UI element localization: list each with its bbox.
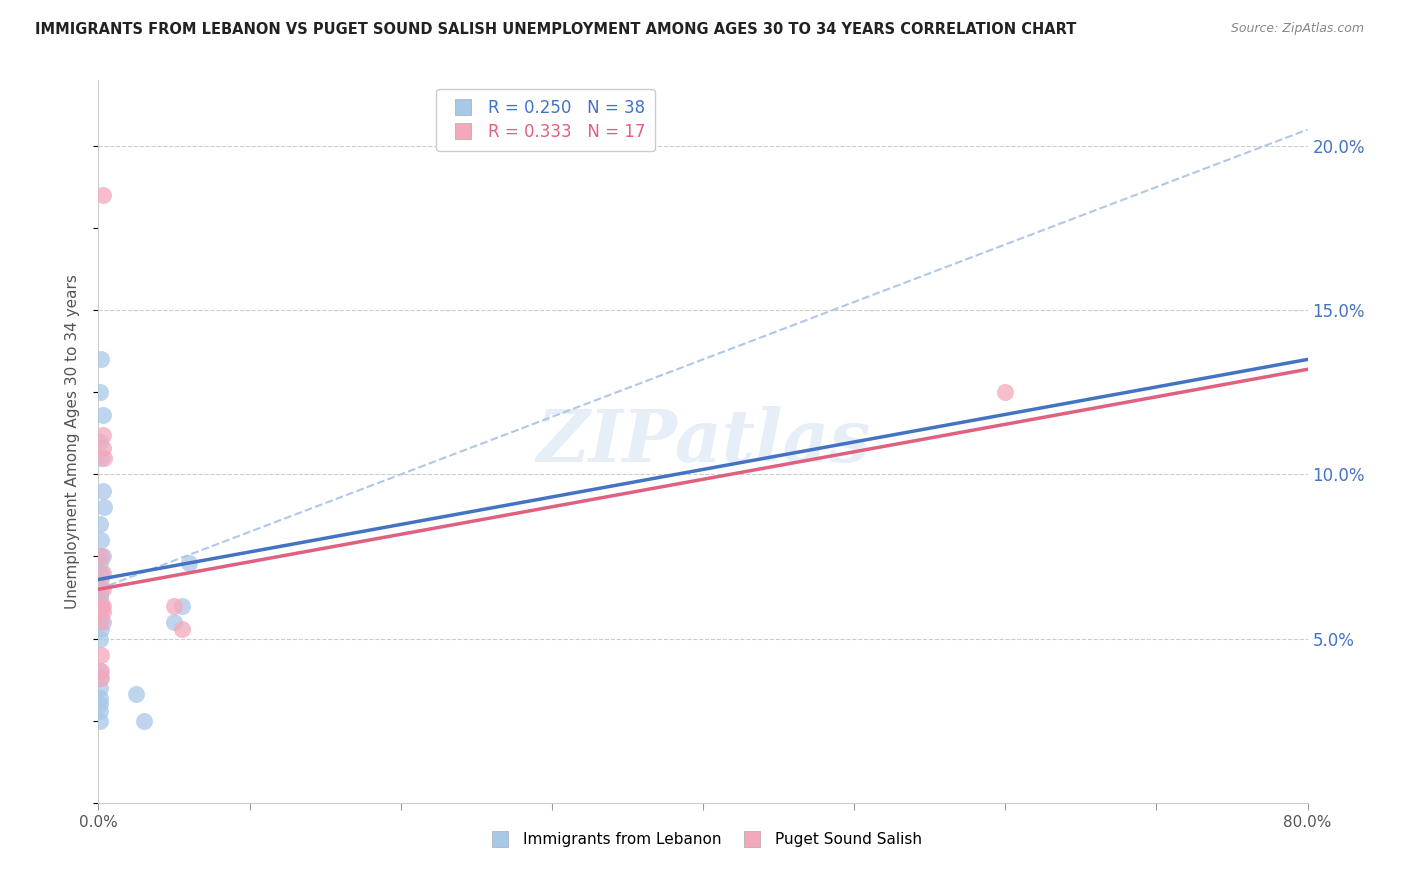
Point	[89, 434, 111, 449]
Point	[90, 582, 112, 597]
Point	[90, 549, 112, 564]
Point	[89, 592, 111, 607]
Point	[90, 599, 112, 613]
Point	[89, 385, 111, 400]
Point	[89, 566, 111, 580]
Point	[89, 516, 111, 531]
Point	[89, 690, 111, 705]
Point	[91, 409, 114, 423]
Point	[170, 622, 193, 636]
Text: Source: ZipAtlas.com: Source: ZipAtlas.com	[1230, 22, 1364, 36]
Point	[132, 714, 155, 728]
Point	[91, 483, 114, 498]
Point	[994, 385, 1017, 400]
Point	[90, 622, 112, 636]
Point	[89, 608, 111, 623]
Point	[163, 615, 186, 630]
Point	[89, 589, 111, 603]
Point	[90, 573, 112, 587]
Point	[89, 714, 111, 728]
Text: ZIPatlas: ZIPatlas	[536, 406, 870, 477]
Point	[89, 665, 111, 679]
Point	[89, 615, 111, 630]
Point	[90, 533, 112, 547]
Point	[125, 687, 148, 701]
Point	[91, 188, 114, 202]
Point	[90, 450, 112, 465]
Text: IMMIGRANTS FROM LEBANON VS PUGET SOUND SALISH UNEMPLOYMENT AMONG AGES 30 TO 34 Y: IMMIGRANTS FROM LEBANON VS PUGET SOUND S…	[35, 22, 1077, 37]
Point	[89, 556, 111, 570]
Point	[90, 671, 112, 685]
Point	[89, 549, 111, 564]
Point	[163, 599, 186, 613]
Point	[91, 441, 114, 455]
Point	[179, 556, 201, 570]
Point	[90, 352, 112, 367]
Point	[91, 615, 114, 630]
Point	[89, 605, 111, 619]
Point	[89, 698, 111, 712]
Point	[90, 615, 112, 630]
Point	[90, 665, 112, 679]
Point	[90, 648, 112, 662]
Point	[89, 704, 111, 718]
Point	[93, 500, 115, 515]
Point	[89, 632, 111, 646]
Point	[91, 549, 114, 564]
Point	[93, 450, 115, 465]
Point	[90, 566, 112, 580]
Point	[89, 566, 111, 580]
Point	[170, 599, 193, 613]
Point	[91, 428, 114, 442]
Point	[89, 681, 111, 695]
Y-axis label: Unemployment Among Ages 30 to 34 years: Unemployment Among Ages 30 to 34 years	[65, 274, 80, 609]
Point	[91, 605, 114, 619]
Point	[89, 671, 111, 685]
Point	[90, 599, 112, 613]
Point	[91, 566, 114, 580]
Point	[91, 599, 114, 613]
Point	[91, 582, 114, 597]
Legend: Immigrants from Lebanon, Puget Sound Salish: Immigrants from Lebanon, Puget Sound Sal…	[478, 826, 928, 853]
